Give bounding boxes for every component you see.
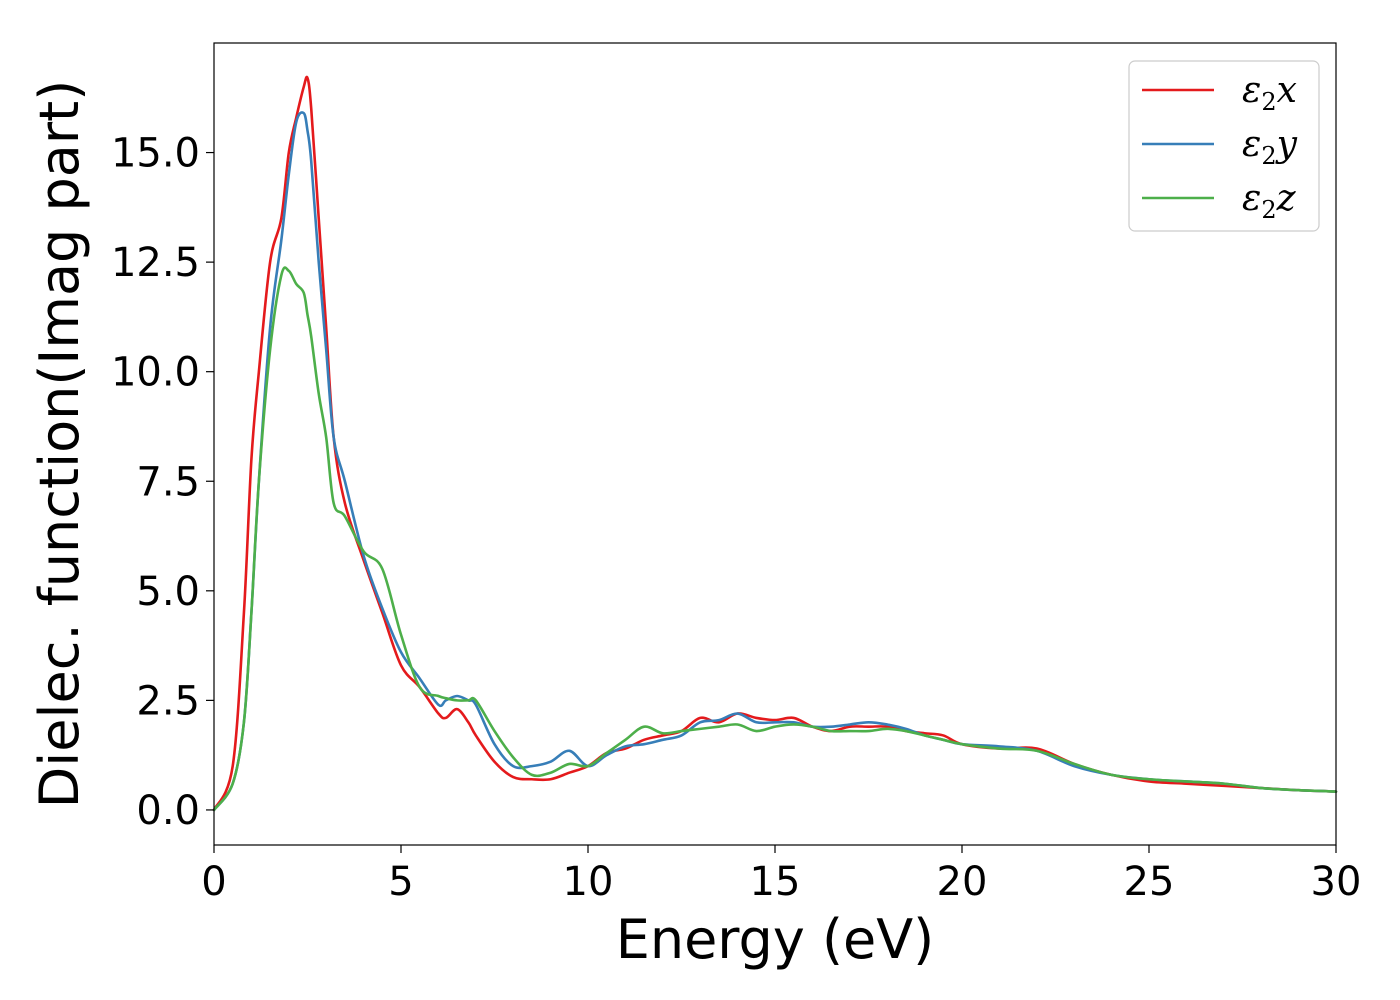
y-tick-label: 0.0 [136, 788, 200, 834]
series-layer [212, 75, 1338, 812]
x-tick-label: 10 [563, 859, 614, 905]
legend-label-x: ε2x [1242, 70, 1297, 116]
x-axis-label: Energy (eV) [616, 908, 935, 971]
legend-label-z: ε2z [1242, 178, 1297, 224]
x-tick-label: 30 [1311, 859, 1362, 905]
y-tick-label: 10.0 [111, 350, 200, 396]
ticks-layer: 0 5 10 15 20 25 30 0.0 2.5 5.0 7.5 10.0 12.5 15.0 [111, 131, 1362, 905]
y-tick-label: 2.5 [136, 678, 200, 724]
x-tick-label: 25 [1124, 859, 1175, 905]
x-tick-label: 20 [937, 859, 988, 905]
legend-box [1128, 60, 1320, 232]
legend-label-y: ε2y [1242, 124, 1298, 170]
y-tick-label: 15.0 [111, 131, 200, 177]
y-tick-label: 5.0 [136, 569, 200, 615]
y-tick-label: 7.5 [136, 459, 200, 505]
x-tick-label: 15 [750, 859, 801, 905]
y-tick-label: 12.5 [111, 240, 200, 286]
series-line-x [212, 75, 1338, 812]
x-tick-label: 5 [388, 859, 413, 905]
x-tick-label: 0 [201, 859, 226, 905]
y-axis-label: Dielec. function(Imag part) [28, 80, 91, 809]
legend: ε2x ε2y ε2z [1128, 60, 1320, 232]
series-line-z [212, 266, 1338, 812]
